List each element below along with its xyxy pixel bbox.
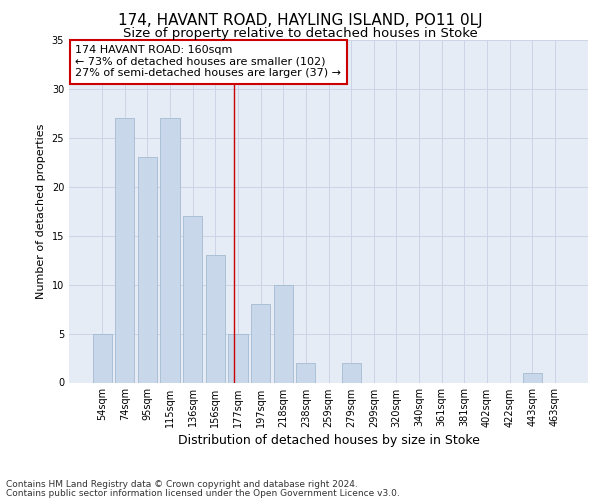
Bar — [115, 118, 134, 382]
Text: 174, HAVANT ROAD, HAYLING ISLAND, PO11 0LJ: 174, HAVANT ROAD, HAYLING ISLAND, PO11 0… — [118, 12, 482, 28]
Bar — [183, 216, 202, 382]
Bar — [138, 158, 157, 382]
Text: 174 HAVANT ROAD: 160sqm
← 73% of detached houses are smaller (102)
27% of semi-d: 174 HAVANT ROAD: 160sqm ← 73% of detache… — [75, 45, 341, 78]
Bar — [92, 334, 112, 382]
Bar — [229, 334, 248, 382]
Bar — [296, 363, 316, 382]
Bar — [251, 304, 270, 382]
Y-axis label: Number of detached properties: Number of detached properties — [36, 124, 46, 299]
Bar — [160, 118, 180, 382]
Bar — [274, 284, 293, 382]
Bar — [206, 256, 225, 382]
Text: Size of property relative to detached houses in Stoke: Size of property relative to detached ho… — [122, 28, 478, 40]
X-axis label: Distribution of detached houses by size in Stoke: Distribution of detached houses by size … — [178, 434, 479, 446]
Bar — [523, 372, 542, 382]
Text: Contains public sector information licensed under the Open Government Licence v3: Contains public sector information licen… — [6, 488, 400, 498]
Bar — [341, 363, 361, 382]
Text: Contains HM Land Registry data © Crown copyright and database right 2024.: Contains HM Land Registry data © Crown c… — [6, 480, 358, 489]
